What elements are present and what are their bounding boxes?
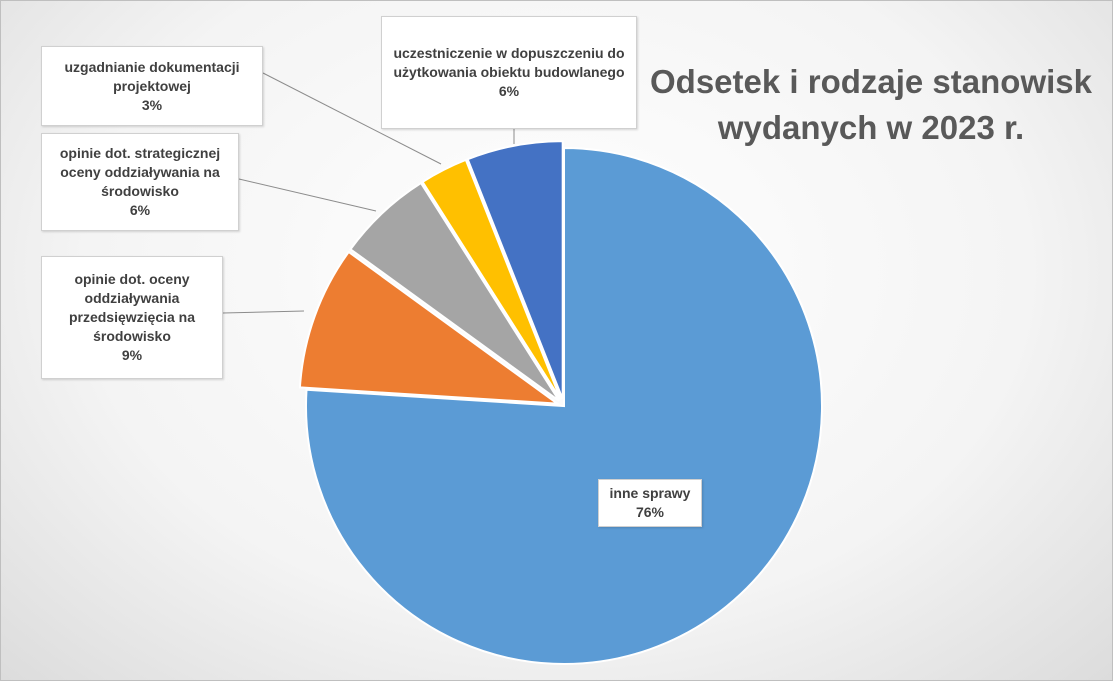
category-label: opinie dot. oceny oddziaływania przedsię… — [68, 271, 196, 344]
value-label: 9% — [121, 347, 143, 363]
category-label: inne sprawy — [609, 485, 691, 501]
value-label: 6% — [498, 83, 520, 99]
pie-slice — [466, 140, 564, 400]
leader-line — [262, 72, 442, 165]
pie-slice — [421, 158, 562, 401]
leader-line — [238, 178, 377, 212]
chart-title: Odsetek i rodzaje stanowisk wydanych w 2… — [650, 63, 1092, 146]
leader-line — [222, 310, 305, 314]
pie-slice — [305, 146, 823, 665]
pie-slice — [349, 181, 561, 402]
category-label: uzgadnianie dokumentacji projektowej — [64, 58, 240, 94]
pie-slice — [298, 250, 561, 405]
data-label: uzgadnianie dokumentacji projektowej 3% — [41, 46, 263, 126]
data-label: opinie dot. oceny oddziaływania przedsię… — [41, 256, 223, 379]
category-label: opinie dot. strategicznej oceny oddziały… — [59, 145, 221, 199]
category-label: uczestniczenie w dopuszczeniu do użytkow… — [393, 45, 625, 80]
value-label: 6% — [129, 202, 151, 218]
value-label: 3% — [141, 96, 163, 113]
value-label: 76% — [635, 504, 665, 520]
data-label: inne sprawy 76% — [598, 479, 702, 527]
data-label: opinie dot. strategicznej oceny oddziały… — [41, 133, 239, 231]
data-label: uczestniczenie w dopuszczeniu do użytkow… — [381, 16, 637, 129]
